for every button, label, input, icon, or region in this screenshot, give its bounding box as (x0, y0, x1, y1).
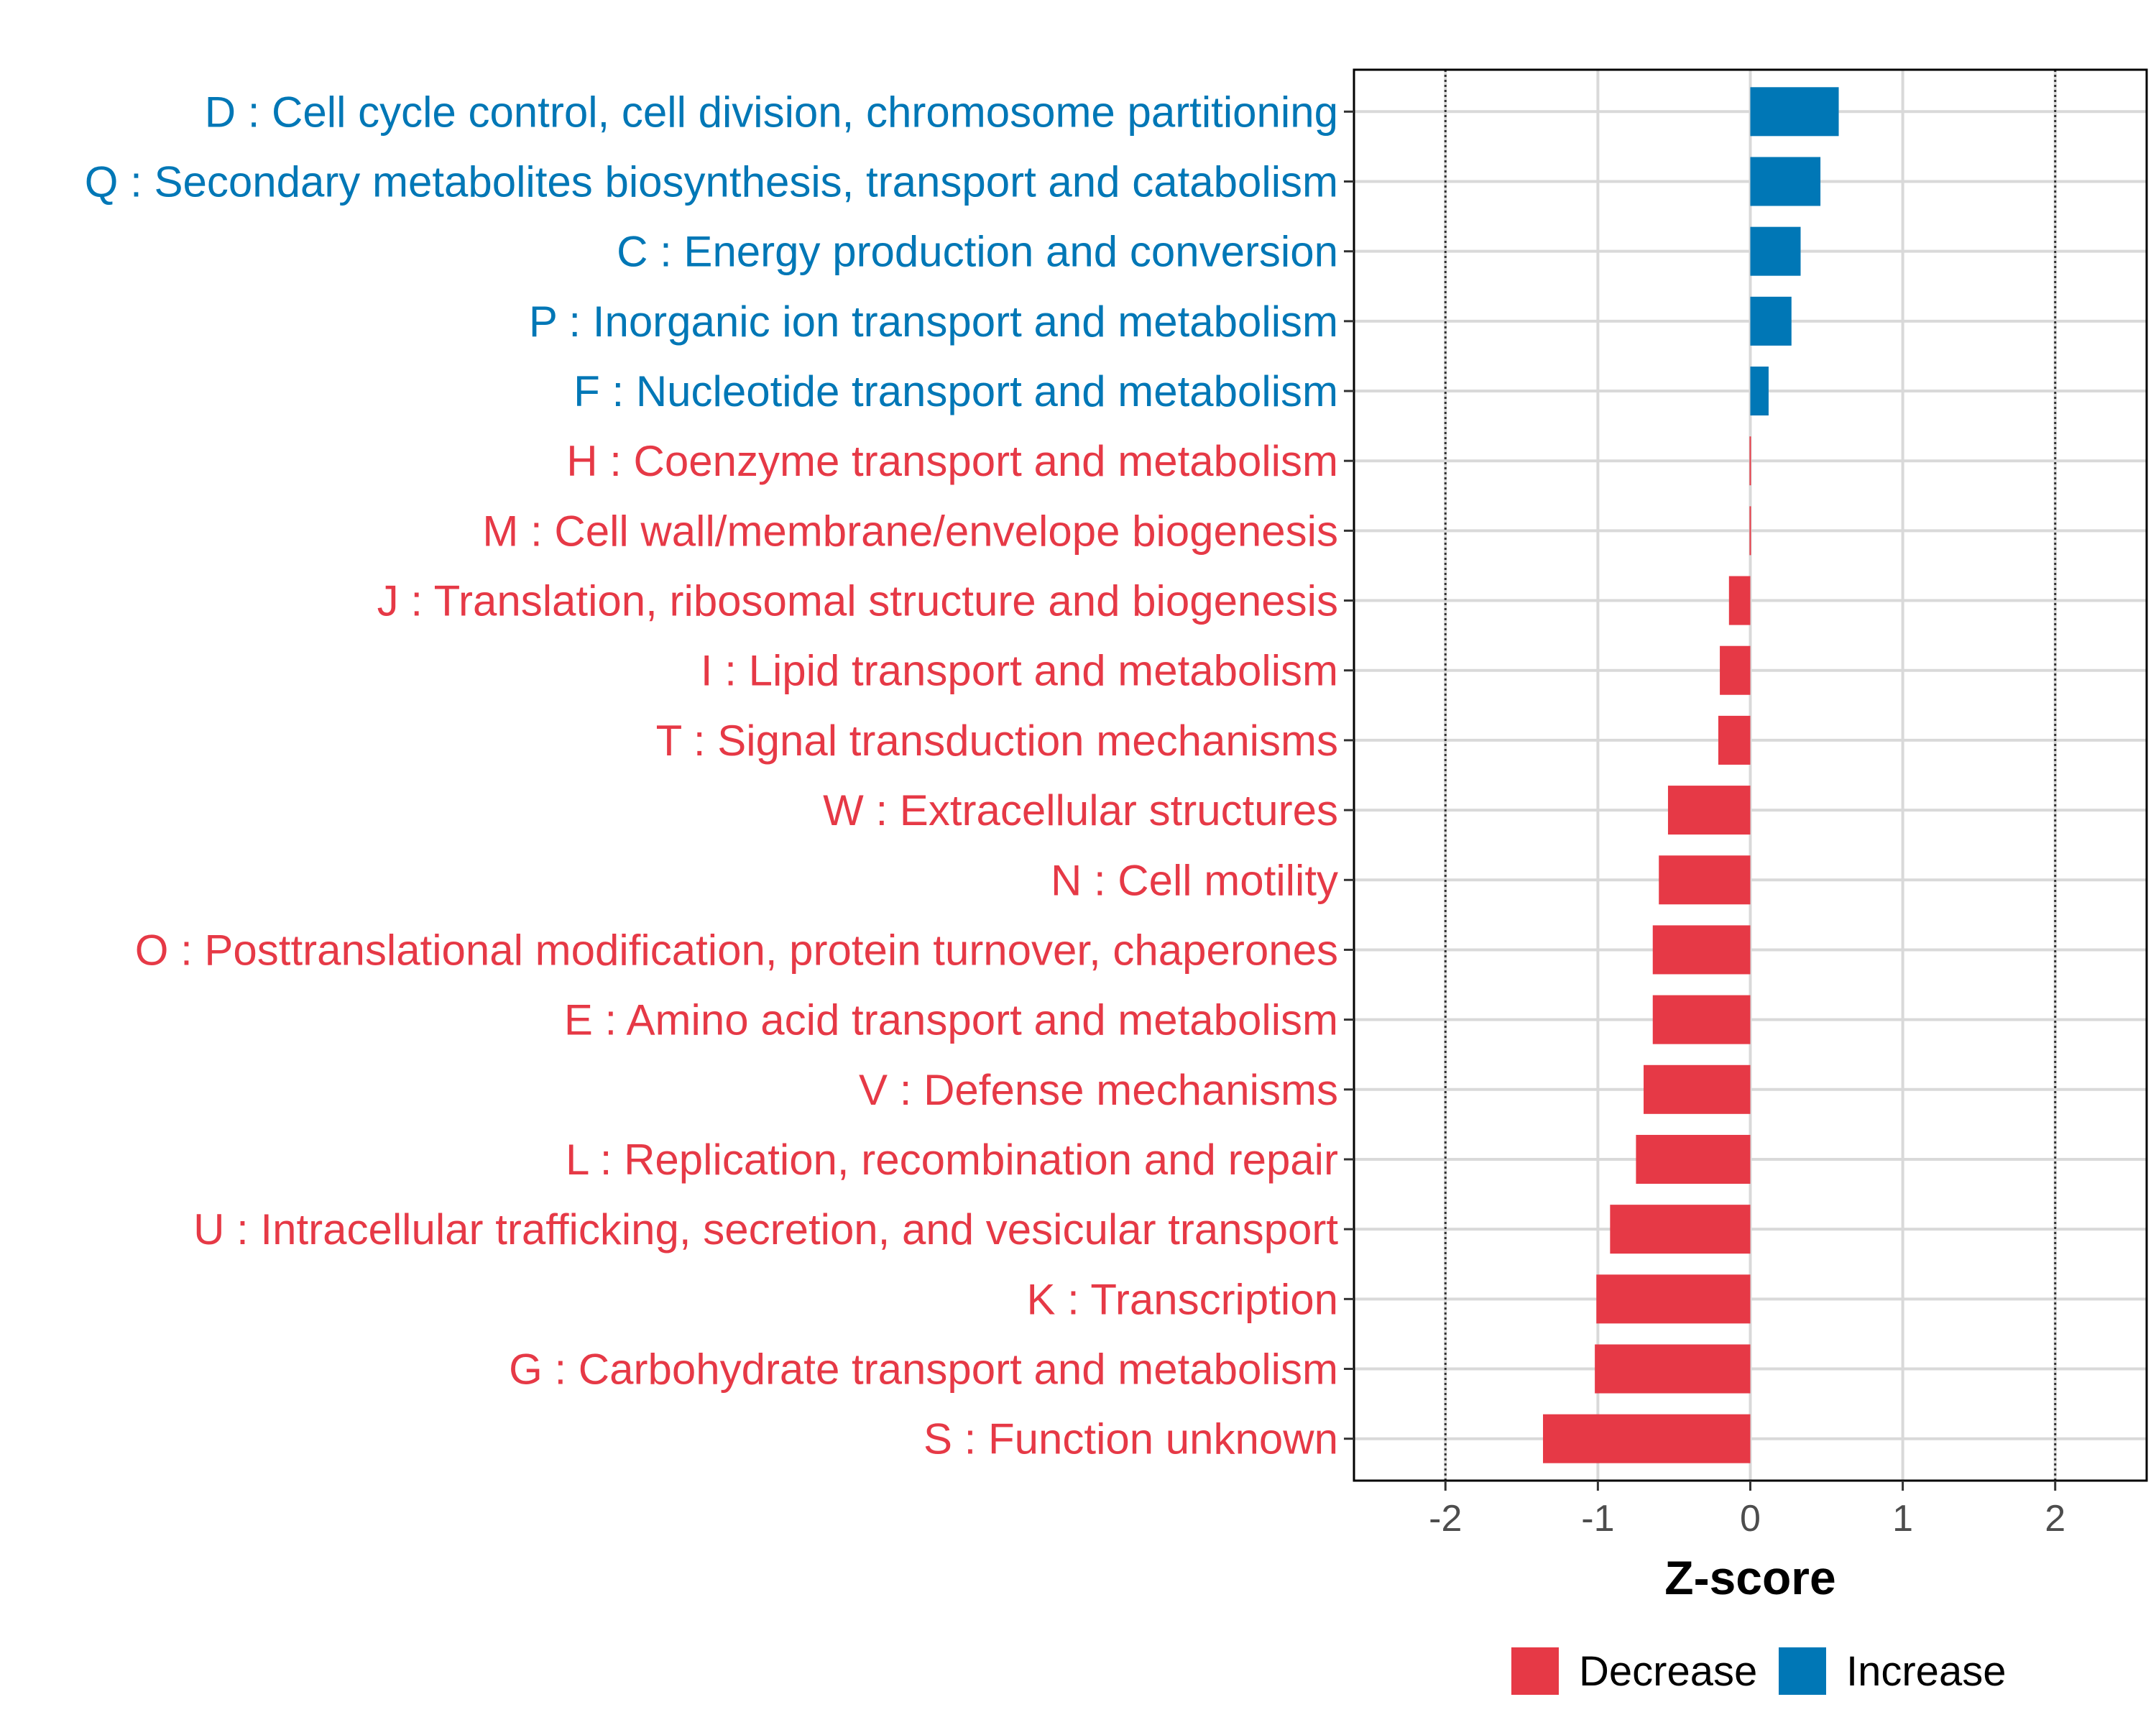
x-tick-label: 0 (1740, 1498, 1761, 1540)
x-axis-ticks: -2 -1 0 1 2 (1429, 1481, 2065, 1540)
category-label: G : Carbohydrate transport and metabolis… (509, 1346, 1338, 1394)
category-label: E : Amino acid transport and metabolism (564, 996, 1338, 1044)
bar (1750, 157, 1821, 206)
bar (1636, 1134, 1751, 1184)
bar (1750, 87, 1839, 137)
category-label: J : Translation, ribosomal structure and… (377, 577, 1338, 625)
x-tick-label: 1 (1892, 1498, 1913, 1540)
legend-label-increase: Increase (1846, 1648, 2006, 1695)
bars-layer (1543, 87, 1839, 1463)
category-label: K : Transcription (1026, 1275, 1338, 1323)
category-label: C : Energy production and conversion (617, 228, 1338, 276)
category-label: S : Function unknown (923, 1415, 1338, 1463)
bar (1750, 296, 1792, 346)
bar (1750, 367, 1769, 416)
bar (1596, 1274, 1751, 1324)
bar (1749, 436, 1751, 486)
bar (1659, 855, 1751, 905)
category-label: L : Replication, recombination and repai… (566, 1136, 1338, 1184)
category-label: N : Cell motility (1051, 856, 1338, 904)
bar (1728, 576, 1751, 625)
bar (1750, 226, 1801, 276)
grid-layer (1354, 70, 2147, 1481)
x-tick-label: 2 (2045, 1498, 2065, 1540)
x-tick-label: -2 (1429, 1498, 1462, 1540)
legend: Decrease Increase (1511, 1647, 2006, 1695)
category-label: H : Coenzyme transport and metabolism (566, 437, 1338, 485)
legend-label-decrease: Decrease (1579, 1648, 1757, 1695)
y-axis-ticks (1344, 110, 1354, 1440)
legend-key-decrease (1511, 1647, 1559, 1695)
category-label: D : Cell cycle control, cell division, c… (205, 88, 1338, 136)
bar (1644, 1064, 1751, 1114)
category-label: I : Lipid transport and metabolism (701, 647, 1338, 695)
category-label: O : Posttranslational modification, prot… (135, 926, 1338, 974)
y-axis-labels: D : Cell cycle control, cell division, c… (85, 88, 1339, 1463)
category-label: F : Nucleotide transport and metabolism (573, 367, 1338, 415)
bar (1749, 506, 1751, 556)
x-axis-title: Z-score (1664, 1551, 1835, 1604)
bar (1720, 645, 1751, 695)
bar (1667, 786, 1751, 835)
category-label: V : Defense mechanisms (859, 1066, 1338, 1114)
category-label: T : Signal transduction mechanisms (656, 717, 1338, 765)
category-label: U : Intracellular trafficking, secretion… (193, 1205, 1338, 1254)
bar (1652, 995, 1751, 1044)
bar (1595, 1344, 1751, 1394)
bar (1610, 1205, 1751, 1254)
category-label: W : Extracellular structures (823, 786, 1338, 834)
reference-lines (1444, 70, 2057, 1481)
x-tick-label: -1 (1581, 1498, 1614, 1540)
category-label: P : Inorganic ion transport and metaboli… (529, 298, 1338, 346)
category-label: Q : Secondary metabolites biosynthesis, … (85, 157, 1338, 206)
legend-key-increase (1779, 1647, 1826, 1695)
bar (1543, 1414, 1751, 1463)
category-label: M : Cell wall/membrane/envelope biogenes… (482, 507, 1338, 555)
bar (1718, 715, 1751, 765)
bar (1652, 925, 1751, 975)
